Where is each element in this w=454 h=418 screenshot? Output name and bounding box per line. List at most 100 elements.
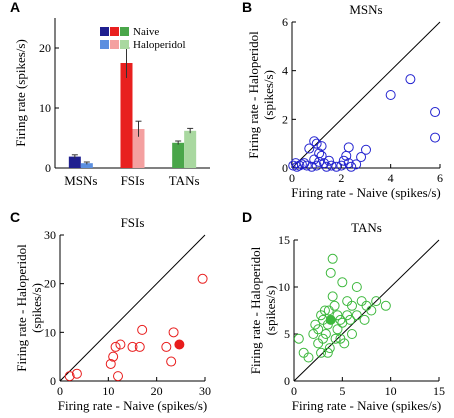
data-point [335, 333, 346, 344]
panel-a: A 0 10 20 Firing rate (spikes/s) MSNs FSIs TANs… [10, 0, 210, 188]
data-point [325, 267, 336, 278]
panel-c-xtick-label: 20 [151, 384, 163, 398]
panel-a-ytick-label: 0 [45, 161, 51, 175]
data-point [197, 273, 208, 284]
panel-b-ylabel: Firing rate - Haloperidol(spikes/s) [246, 31, 276, 159]
data-point [332, 324, 343, 335]
data-point [359, 314, 370, 325]
data-point [319, 305, 330, 316]
panel-c-ylabel: Firing rate - Haloperidol(spikes/s) [14, 244, 44, 372]
data-point [301, 160, 312, 171]
panel-d-ytick-label: 15 [278, 233, 290, 247]
panel-c-ytick-label: 0 [50, 374, 56, 388]
legend-swatch [110, 40, 119, 49]
panel-d-xtick-label: 5 [339, 384, 345, 398]
panel-d-ytick-label: 10 [278, 280, 290, 294]
data-point [337, 317, 348, 328]
bar-fsis-haloperidol [132, 129, 145, 168]
data-point [288, 160, 299, 171]
data-point [316, 141, 327, 152]
data-point-mean [325, 314, 336, 325]
bar-tans-naive [172, 142, 185, 168]
panel-c-ytick-label: 10 [44, 325, 56, 339]
data-point [113, 371, 123, 382]
data-point [316, 150, 327, 161]
data-point [303, 352, 314, 363]
data-point [356, 152, 367, 163]
panel-d-xtick-label: 15 [433, 384, 445, 398]
data-point [327, 253, 338, 264]
bar-msns-haloperidol [80, 163, 93, 168]
bar-tans-haloperidol [184, 130, 197, 168]
panel-b-xtick-label: 4 [388, 171, 394, 185]
data-point [335, 314, 346, 325]
panel-b-label: B [242, 0, 252, 15]
legend-swatch [110, 27, 119, 36]
panel-c-ylabel-line1: Firing rate - Haloperidol [14, 244, 29, 372]
panel-b-ytick-label: 0 [282, 161, 288, 175]
data-point [293, 333, 304, 344]
category-label: FSIs [121, 173, 145, 188]
data-point [324, 155, 334, 166]
panel-d-xtick-label: 0 [291, 384, 297, 398]
data-point [324, 343, 335, 354]
panel-d-ylabel-line1: Firing rate - Haloperidol [248, 246, 263, 374]
legend-swatch [120, 40, 129, 49]
data-point [161, 341, 172, 352]
data-point [343, 142, 354, 153]
panel-a-label: A [10, 0, 20, 15]
panel-d-ytick-label: 0 [284, 374, 290, 388]
panel-c-ytick-label: 20 [44, 277, 56, 291]
legend-swatch [100, 27, 109, 36]
data-point [405, 74, 416, 85]
data-point [338, 155, 349, 166]
panel-b-ylabel-line1: Firing rate - Haloperidol [246, 31, 261, 159]
data-point [371, 296, 382, 307]
data-point [330, 333, 341, 344]
panel-a-ytick-label: 20 [39, 41, 51, 55]
panel-b-xtick-label: 2 [338, 171, 344, 185]
panel-d-ylabel: Firing rate - Haloperidol(spikes/s) [248, 246, 278, 374]
panel-c-xtick-label: 10 [102, 384, 114, 398]
panel-c-xtick-label: 30 [199, 384, 211, 398]
data-point [105, 358, 116, 369]
data-point [115, 339, 126, 350]
data-point [347, 329, 357, 339]
panel-b-ytick-label: 6 [282, 15, 288, 29]
panel-d-xlabel: Firing rate - Naive (spikes/s) [292, 398, 441, 413]
data-point [329, 300, 340, 311]
panel-b-ylabel-line2: (spikes/s) [261, 70, 276, 120]
panel-c-identity-line [59, 234, 206, 382]
legend-swatch [100, 40, 109, 49]
legend-swatch [120, 27, 129, 36]
panel-b-ytick-label: 4 [282, 64, 288, 78]
panel-d-xtick-label: 10 [385, 384, 397, 398]
data-point [336, 160, 347, 171]
data-point [71, 368, 82, 379]
data-point [306, 161, 317, 172]
panel-d-ylabel-line2: (spikes/s) [263, 286, 278, 336]
data-point [166, 356, 177, 367]
bar-fsis-naive [120, 63, 133, 168]
data-point [314, 148, 325, 159]
data-point [137, 324, 148, 335]
data-point [351, 159, 362, 170]
data-point [108, 351, 119, 362]
panel-b-identity-line [291, 21, 441, 169]
panel-a-ytick-label: 10 [39, 101, 51, 115]
data-point [366, 305, 377, 316]
panel-b-title: MSNs [349, 2, 382, 17]
data-point [385, 90, 396, 100]
data-point [127, 341, 138, 352]
data-point [380, 300, 391, 311]
data-point [110, 341, 121, 352]
panel-b-xtick-label: 6 [437, 171, 443, 185]
data-point [321, 161, 332, 172]
legend-entry: Haloperidol [133, 39, 186, 51]
data-point [430, 132, 441, 143]
category-label: TANs [169, 173, 200, 188]
panel-c-title: FSIs [121, 215, 145, 230]
data-point [311, 138, 322, 149]
data-point [313, 324, 324, 335]
